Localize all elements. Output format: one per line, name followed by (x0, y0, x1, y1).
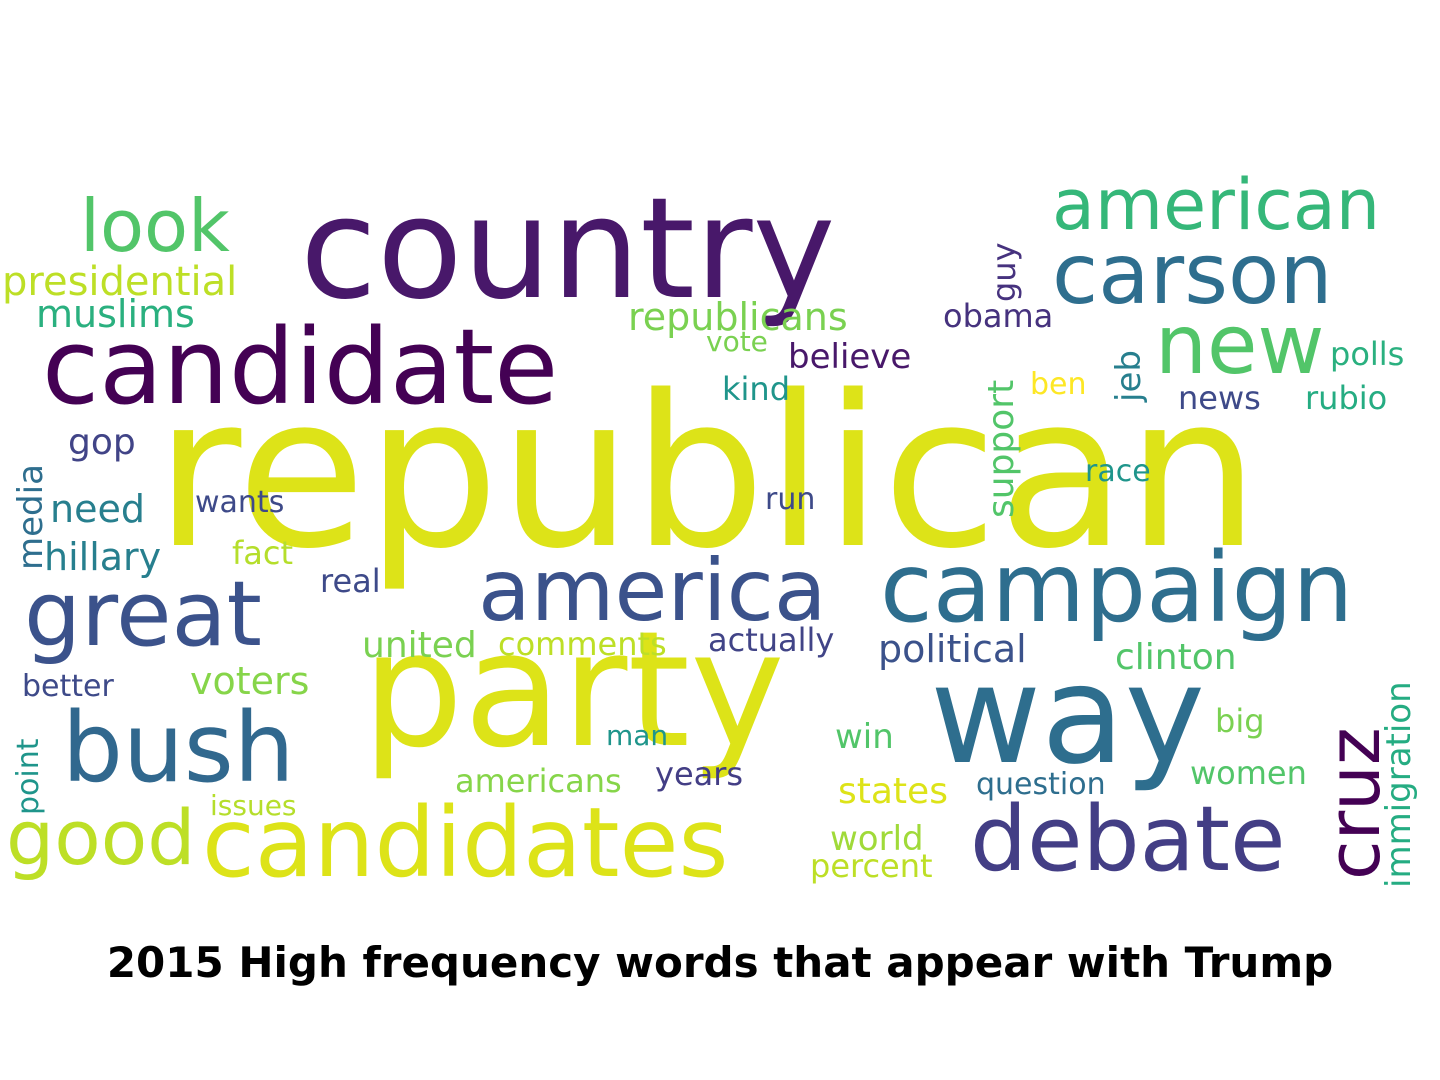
word-united: united (362, 625, 477, 666)
word-gop: gop (68, 422, 136, 463)
word-guy: guy (985, 242, 1023, 302)
word-win: win (835, 717, 894, 757)
word-believe: believe (788, 337, 912, 377)
word-way: way (930, 637, 1206, 795)
word-candidates: candidates (202, 787, 729, 899)
word-political: political (878, 627, 1027, 671)
word-american: american (1052, 164, 1381, 246)
word-americans: americans (455, 762, 622, 800)
word-jeb: jeb (1109, 350, 1149, 402)
word-america: america (478, 541, 827, 641)
word-women: women (1190, 754, 1307, 792)
word-actually: actually (708, 621, 835, 659)
word-fact: fact (232, 534, 294, 572)
word-voters: voters (190, 659, 310, 703)
word-campaign: campaign (880, 532, 1354, 644)
word-run: run (765, 482, 816, 517)
word-rubio: rubio (1305, 379, 1388, 417)
word-question: question (976, 767, 1106, 802)
word-bush: bush (62, 692, 295, 804)
word-debate: debate (970, 787, 1286, 892)
word-need: need (50, 487, 145, 531)
word-percent: percent (810, 847, 933, 885)
word-country: country (300, 168, 836, 331)
word-years: years (655, 755, 744, 793)
word-media: media (11, 464, 51, 570)
word-big: big (1215, 702, 1265, 740)
word-look: look (80, 184, 230, 268)
word-news: news (1178, 379, 1261, 417)
word-immigration: immigration (1379, 681, 1419, 888)
word-kind: kind (722, 370, 791, 408)
word-point: point (11, 738, 46, 815)
word-issues: issues (210, 789, 297, 822)
word-man: man (606, 719, 669, 752)
word-race: race (1085, 454, 1151, 489)
word-hillary: hillary (44, 535, 162, 579)
word-party: party (362, 596, 785, 783)
word-muslims: muslims (36, 292, 195, 336)
word-vote: vote (706, 325, 768, 358)
word-clinton: clinton (1115, 637, 1237, 678)
word-states: states (838, 771, 948, 812)
word-ben: ben (1030, 367, 1087, 402)
word-real: real (320, 562, 381, 600)
word-great: great (24, 562, 262, 667)
word-presidential: presidential (2, 259, 238, 305)
word-wants: wants (195, 485, 285, 520)
figure-caption: 2015 High frequency words that appear wi… (106, 938, 1334, 987)
word-carson: carson (1052, 225, 1333, 323)
word-new: new (1155, 298, 1325, 393)
word-republican: republican (155, 350, 1260, 595)
word-obama: obama (943, 297, 1054, 335)
word-support: support (981, 379, 1022, 518)
word-republicans: republicans (628, 295, 848, 339)
word-good: good (6, 793, 196, 882)
word-candidate: candidate (42, 306, 559, 428)
word-world: world (830, 819, 924, 859)
word-comments: comments (498, 625, 667, 663)
word-better: better (22, 669, 114, 704)
word-polls: polls (1330, 335, 1405, 373)
